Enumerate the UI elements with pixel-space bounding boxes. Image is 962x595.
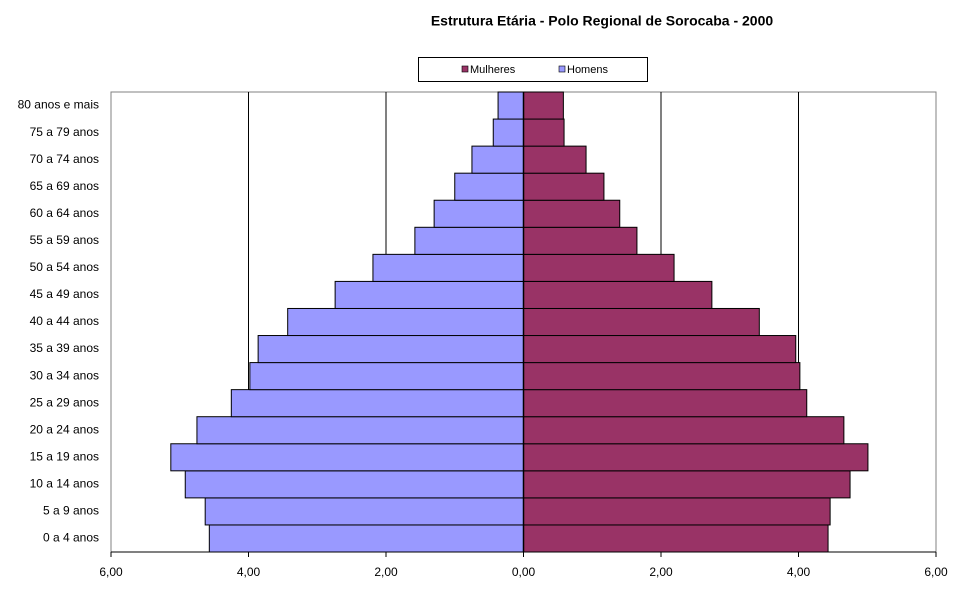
- bar: [523, 497, 831, 526]
- y-tick-label: 75 a 79 anos: [30, 125, 99, 139]
- bar: [523, 145, 587, 174]
- bar: [523, 172, 605, 201]
- y-tick-label: 30 a 34 anos: [30, 368, 99, 382]
- legend-label: Homens: [567, 64, 608, 76]
- bar: [523, 362, 801, 391]
- chart-title: Estrutura Etária - Polo Regional de Soro…: [431, 13, 774, 29]
- bar: [523, 335, 797, 364]
- y-tick-label: 20 a 24 anos: [30, 422, 99, 436]
- y-tick-label: 5 a 9 anos: [43, 504, 99, 518]
- x-tick-label: 6,00: [924, 565, 948, 579]
- bar: [287, 307, 524, 337]
- bar: [184, 470, 524, 499]
- bar: [523, 280, 713, 309]
- x-tick-label: 2,00: [649, 565, 673, 579]
- bar: [230, 389, 524, 418]
- legend-swatch: [558, 65, 566, 73]
- bar: [433, 199, 524, 228]
- y-tick-label: 25 a 29 anos: [30, 395, 99, 409]
- x-tick-label: 6,00: [99, 565, 123, 579]
- bar: [170, 443, 524, 472]
- bar: [523, 253, 675, 282]
- y-tick-label: 45 a 49 anos: [30, 287, 99, 301]
- bar: [454, 172, 524, 201]
- y-tick-label: 40 a 44 anos: [30, 314, 99, 328]
- bar: [523, 470, 851, 499]
- y-tick-label: 50 a 54 anos: [30, 260, 99, 274]
- y-tick-label: 55 a 59 anos: [30, 233, 99, 247]
- bar: [196, 416, 524, 445]
- y-tick-label: 70 a 74 anos: [30, 152, 99, 166]
- x-tick-label: 4,00: [237, 565, 261, 579]
- y-tick-label: 60 a 64 anos: [30, 206, 99, 220]
- bar: [372, 253, 524, 282]
- y-tick-label: 35 a 39 anos: [30, 341, 99, 355]
- bar: [414, 226, 524, 255]
- bar: [523, 416, 845, 445]
- bar: [523, 389, 808, 418]
- x-tick-label: 0,00: [512, 565, 536, 579]
- legend-swatch: [461, 65, 469, 73]
- bar: [208, 524, 524, 553]
- bar: [249, 362, 524, 391]
- legend-label: Mulheres: [470, 64, 516, 76]
- y-tick-label: 15 a 19 anos: [30, 449, 99, 463]
- legend-box: [418, 57, 648, 82]
- bar: [257, 335, 524, 364]
- x-tick-label: 2,00: [374, 565, 398, 579]
- y-tick-label: 0 a 4 anos: [43, 531, 99, 545]
- bar: [334, 280, 524, 309]
- y-tick-label: 80 anos e mais: [18, 98, 99, 112]
- x-tick-label: 4,00: [787, 565, 811, 579]
- bar: [492, 118, 524, 147]
- bar: [497, 91, 524, 120]
- bar: [523, 307, 760, 337]
- bar: [523, 524, 829, 553]
- bar: [523, 91, 564, 120]
- bar: [523, 118, 565, 147]
- y-tick-label: 10 a 14 anos: [30, 477, 99, 491]
- bar: [204, 497, 524, 526]
- y-tick-label: 65 a 69 anos: [30, 179, 99, 193]
- bar: [523, 226, 638, 255]
- bar: [523, 199, 621, 228]
- bar: [471, 145, 524, 174]
- bar: [523, 443, 869, 472]
